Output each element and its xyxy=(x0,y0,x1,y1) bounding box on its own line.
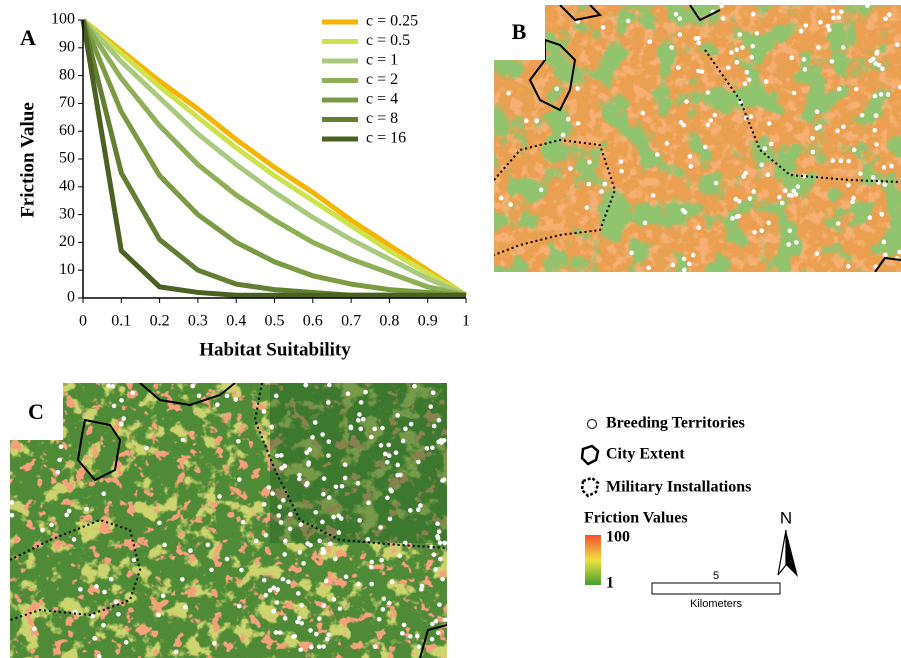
x-tick-label: 0.4 xyxy=(226,313,246,330)
legend-label: c = 0.25 xyxy=(366,13,418,30)
legend-label: c = 1 xyxy=(366,52,398,69)
y-tick-label: 60 xyxy=(59,122,75,139)
scale-bar xyxy=(652,583,780,594)
x-tick-label: 0.6 xyxy=(303,313,323,330)
scale-label: Kilometers xyxy=(690,598,742,610)
north-arrow xyxy=(786,530,798,577)
legend-text: Military Installations xyxy=(606,479,751,496)
y-tick-label: 10 xyxy=(59,261,75,278)
military-icon xyxy=(582,478,598,496)
figure: B C Breeding Territories City Extent Mil… xyxy=(0,0,901,658)
line-series xyxy=(83,20,466,295)
x-tick-label: 1 xyxy=(462,313,470,330)
legend-label: c = 4 xyxy=(366,91,398,108)
scale-label: 5 xyxy=(713,570,719,582)
y-tick-label: 70 xyxy=(59,94,75,111)
legend-label: c = 8 xyxy=(366,110,398,127)
x-axis-label: Habitat Suitability xyxy=(199,339,351,360)
legend-label: c = 2 xyxy=(366,71,398,88)
legend-label: c = 0.5 xyxy=(366,32,410,49)
breeding-icon xyxy=(588,420,597,429)
panel-label: B xyxy=(512,19,527,44)
y-tick-label: 50 xyxy=(59,150,75,167)
line-series xyxy=(83,20,466,295)
x-tick-label: 0.1 xyxy=(111,313,131,330)
x-tick-label: 0.3 xyxy=(188,313,208,330)
panel-label: A xyxy=(20,25,36,50)
legend-text: City Extent xyxy=(606,446,685,463)
panel-label: C xyxy=(28,399,44,424)
friction-gradient xyxy=(585,535,601,585)
x-tick-label: 0.2 xyxy=(150,313,170,330)
y-tick-label: 90 xyxy=(59,38,75,55)
city-icon xyxy=(582,446,598,464)
map-c xyxy=(10,383,448,658)
y-tick-label: 40 xyxy=(59,177,75,194)
y-tick-label: 80 xyxy=(59,66,75,83)
legend-label: c = 16 xyxy=(366,130,406,147)
gradient-label: 1 xyxy=(606,575,614,592)
x-tick-label: 0 xyxy=(79,313,87,330)
chart-a: 0 10 20 30 40 50 60 70 80 90 100 0 0.1 0.2 0.3 0.4 0.5 0.… xyxy=(51,11,470,330)
gradient-label: 100 xyxy=(606,529,630,546)
line-series xyxy=(83,20,466,295)
y-tick-label: 0 xyxy=(67,289,75,306)
y-axis-label: Friction Value xyxy=(17,102,38,218)
north-label: N xyxy=(780,508,792,527)
y-tick-label: 100 xyxy=(51,11,75,28)
y-tick-label: 20 xyxy=(59,233,75,250)
x-tick-label: 0.5 xyxy=(265,313,285,330)
line-series xyxy=(83,20,466,295)
legend-text: Breeding Territories xyxy=(606,415,745,432)
line-series xyxy=(83,20,466,295)
line-series xyxy=(83,20,466,295)
y-tick-label: 30 xyxy=(59,205,75,222)
legend-title: Friction Values xyxy=(584,510,688,527)
x-tick-label: 0.7 xyxy=(341,313,361,330)
x-tick-label: 0.8 xyxy=(379,313,399,330)
map-b xyxy=(494,3,901,272)
north-arrow xyxy=(778,530,786,575)
x-tick-label: 0.9 xyxy=(418,313,438,330)
line-series xyxy=(83,20,466,295)
